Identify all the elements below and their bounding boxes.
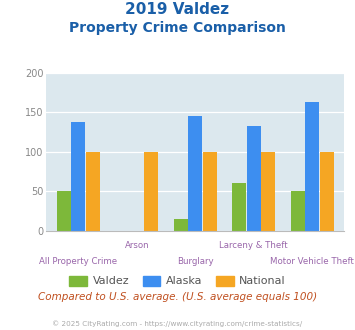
Bar [203, 152, 217, 231]
Text: Property Crime Comparison: Property Crime Comparison [69, 21, 286, 35]
Text: Burglary: Burglary [177, 257, 214, 266]
Bar [71, 122, 85, 231]
Bar [144, 152, 158, 231]
Text: Larceny & Theft: Larceny & Theft [219, 241, 288, 250]
Bar [261, 152, 275, 231]
Legend: Valdez, Alaska, National: Valdez, Alaska, National [65, 271, 290, 291]
Bar [188, 116, 202, 231]
Bar [290, 191, 305, 231]
Bar [174, 219, 188, 231]
Bar [57, 191, 71, 231]
Bar [305, 102, 319, 231]
Text: © 2025 CityRating.com - https://www.cityrating.com/crime-statistics/: © 2025 CityRating.com - https://www.city… [53, 320, 302, 327]
Bar [320, 152, 334, 231]
Bar [86, 152, 100, 231]
Text: Motor Vehicle Theft: Motor Vehicle Theft [270, 257, 354, 266]
Bar [232, 183, 246, 231]
Text: Arson: Arson [125, 241, 149, 250]
Text: Compared to U.S. average. (U.S. average equals 100): Compared to U.S. average. (U.S. average … [38, 292, 317, 302]
Text: All Property Crime: All Property Crime [39, 257, 118, 266]
Bar [247, 126, 261, 231]
Text: 2019 Valdez: 2019 Valdez [125, 2, 230, 16]
